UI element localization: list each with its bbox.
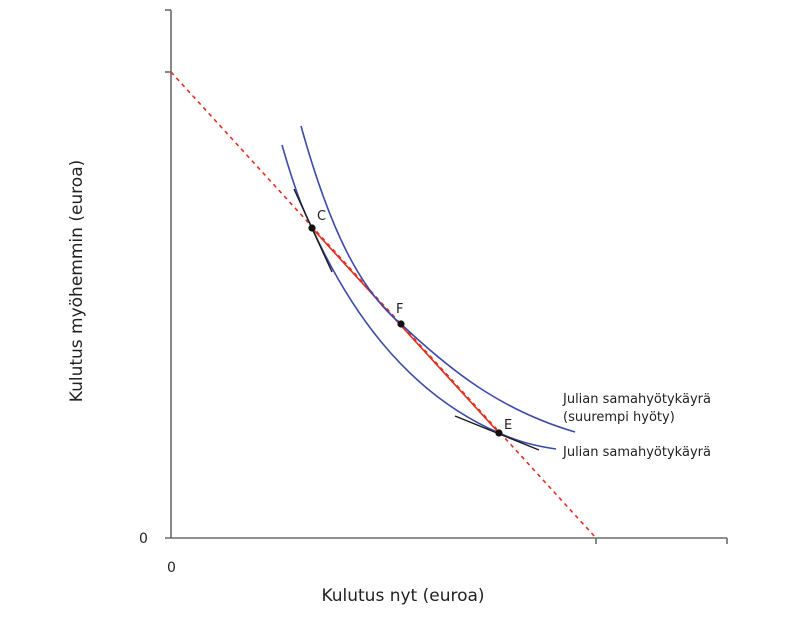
point-e-label: E: [504, 418, 512, 433]
indifference-curve-higher: [300, 125, 576, 433]
higher-curve-label-line2: (suurempi hyöty): [563, 410, 675, 425]
y-axis: [165, 9, 172, 538]
point-f-marker: [397, 320, 405, 328]
x-axis: [165, 537, 728, 544]
y-axis-title: Kulutus myöhemmin (euroa): [67, 160, 87, 402]
higher-curve-label-line1: Julian samahyötykäyrä: [562, 392, 711, 407]
indifference-curve-lower: [281, 144, 557, 450]
lower-curve-label: Julian samahyötykäyrä: [562, 445, 711, 460]
x-axis-title: Kulutus nyt (euroa): [321, 586, 484, 606]
budget-line-dashed: [170, 71, 597, 539]
y-origin-label: 0: [139, 531, 148, 547]
budget-segment-c-e: [311, 227, 500, 434]
point-e-marker: [495, 429, 503, 437]
point-f-label: F: [396, 302, 403, 317]
x-origin-label: 0: [167, 560, 176, 576]
point-c-label: C: [317, 209, 326, 224]
point-c-marker: [308, 224, 316, 232]
